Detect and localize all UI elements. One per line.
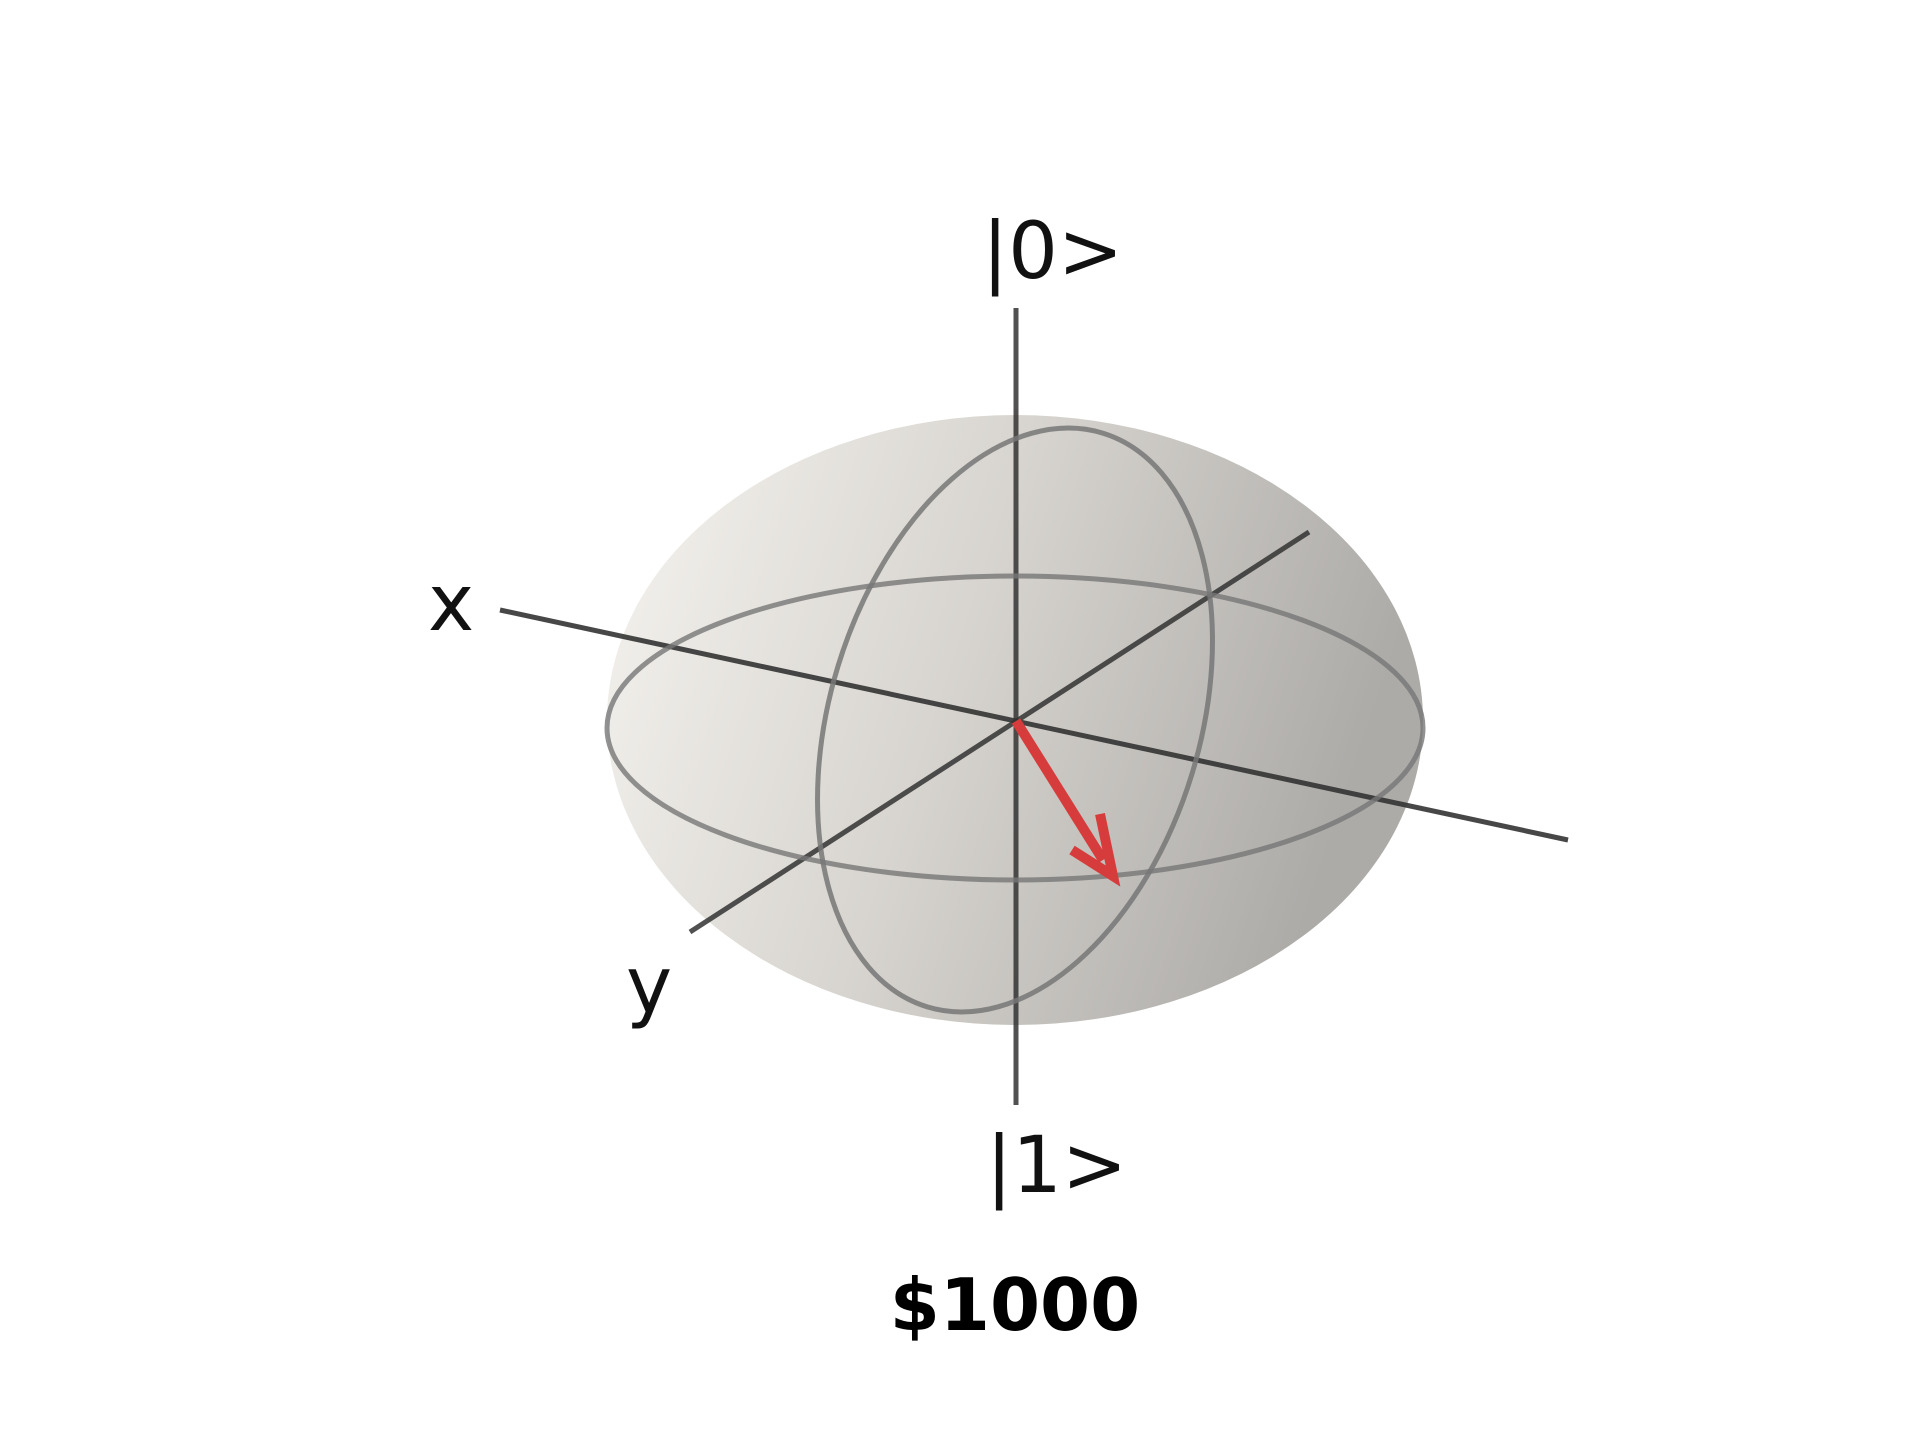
meridian-circle [815, 425, 1215, 1015]
label-x-axis: x [428, 559, 474, 649]
label-ket-zero: |0> [982, 207, 1123, 297]
caption-amount: $1000 [890, 1263, 1141, 1347]
label-ket-one: |1> [986, 1121, 1127, 1211]
equator-circle [604, 573, 1426, 883]
y-axis [688, 529, 1311, 935]
x-axis [499, 607, 1569, 843]
state-vector-arrow [1011, 718, 1121, 887]
state-vector-head [1069, 812, 1121, 887]
label-y-axis: y [626, 941, 672, 1031]
state-vector-shaft [1011, 718, 1108, 863]
